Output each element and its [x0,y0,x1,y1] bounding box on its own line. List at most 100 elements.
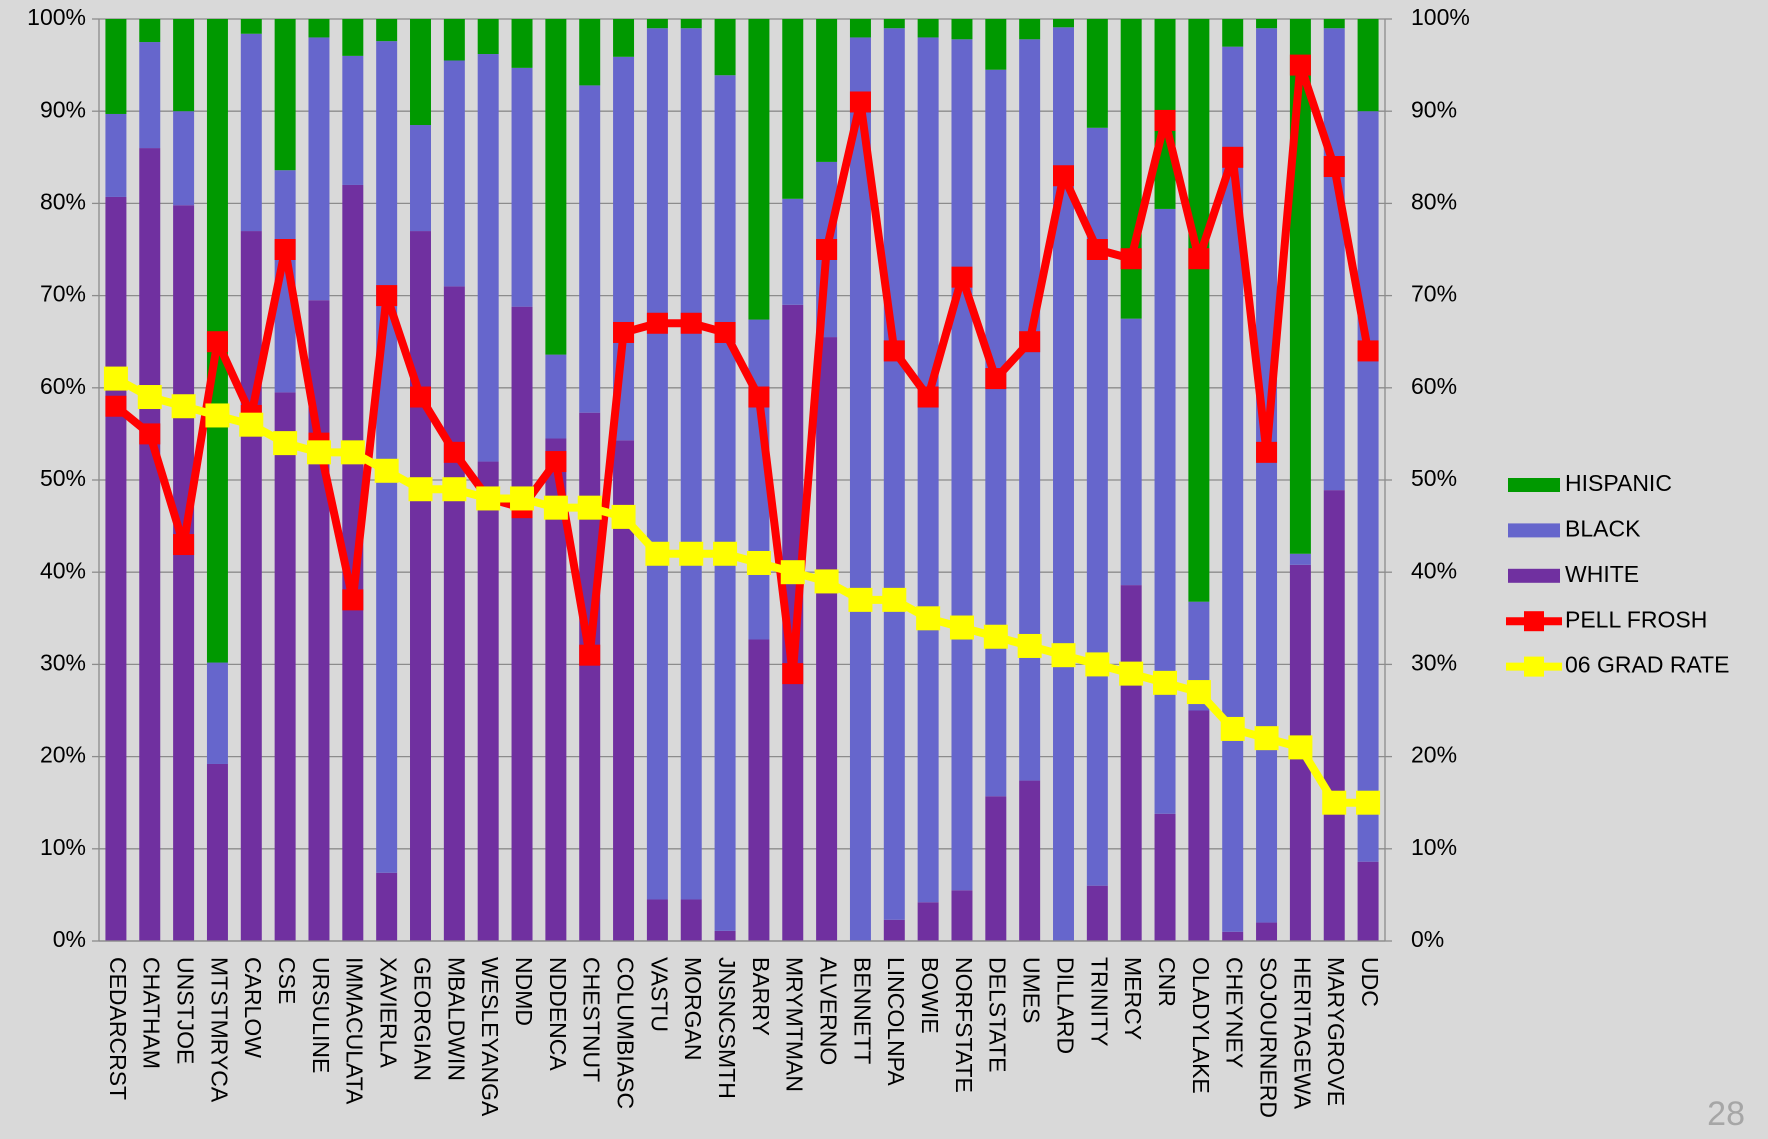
line-marker [1357,340,1379,362]
line-marker [611,504,636,529]
line-marker [273,431,298,456]
line-marker [510,486,535,511]
line-marker [173,534,195,556]
x-tick-label: IMMACULATA [342,957,368,1105]
bar-segment [748,19,770,320]
line-marker [1019,331,1041,353]
legend-marker [1524,611,1544,632]
bar-segment [714,75,736,931]
bar-segment [782,198,804,305]
line-series [114,375,1369,807]
line-marker [1186,680,1211,705]
bar-segment [545,19,567,355]
bar-segment [680,899,702,941]
bar-segment [1357,19,1379,112]
y-tick-label: 60% [40,373,86,399]
bar-segment [1154,813,1176,941]
line-marker [782,663,804,685]
y-tick-label: 30% [40,649,86,675]
bar-segment [342,19,364,56]
y2-tick-label: 40% [1411,557,1457,583]
bar-segment [139,19,161,43]
bar-segment [477,461,499,941]
bar-segment [1357,861,1379,941]
line-marker [848,587,873,612]
bar-segment [443,286,465,941]
line-marker [1086,239,1108,260]
x-tick-label: UMES [1019,957,1045,1023]
x-tick-label: UDC [1357,957,1383,1007]
line-marker [1256,441,1278,463]
x-tick-label: GEORGIAN [409,957,435,1081]
y-tick-label: 50% [40,465,86,491]
y-tick-label: 90% [40,96,86,122]
y2-tick-label: 80% [1411,188,1457,214]
bar-segment [511,67,533,307]
bar-segment [1222,19,1244,47]
page-number: 28 [1707,1095,1745,1133]
line-marker [137,385,162,410]
line-marker [1222,146,1244,168]
y-tick-label: 40% [40,557,86,583]
y2-tick-label: 10% [1411,834,1457,860]
bar-segment [511,19,533,68]
bar-segment [1256,28,1278,923]
x-tick-label: MORGAN [680,957,706,1061]
bar-segment [951,39,973,891]
line-marker [748,386,770,408]
bar-segment [105,19,127,114]
line-marker [646,312,668,334]
x-tick-label: VASTU [646,957,672,1032]
bar-segment [443,19,465,61]
bar-segment [579,85,601,413]
bar-segment [376,41,398,873]
x-tick-label: MBALDWIN [443,957,469,1081]
bar-segment [613,440,635,941]
legend-swatch [1508,523,1560,538]
line-marker [410,386,431,408]
line-marker [1017,633,1042,658]
legend-label: 06 GRAD RATE [1565,652,1729,678]
bar-segment [646,28,668,900]
bar-segment [376,19,398,42]
bar-segment [1086,19,1108,128]
bar-segment [917,37,939,903]
bar-segment [105,196,127,942]
line-marker [713,541,738,566]
line-marker [780,560,805,585]
line-marker [883,340,905,362]
line-marker [274,239,296,260]
line-series [113,61,1373,678]
bar-segment [782,304,804,941]
line-marker [205,403,230,428]
bar-segment [613,19,635,57]
x-tick-label: COLUMBIASC [612,957,638,1109]
bar-segment [173,205,195,941]
line-marker [543,495,568,520]
bar-segment [410,231,431,941]
x-tick-label: CSE [274,957,300,1004]
line-marker [545,451,567,473]
bar-segment [206,662,228,764]
y2-tick-label: 90% [1411,96,1457,122]
bar-segment [1053,19,1074,28]
x-tick-label: ALVERNO [816,957,842,1065]
line-marker [645,541,670,566]
bar-segment [1357,111,1379,862]
x-tick-label: TRINITY [1086,957,1112,1046]
bar-segment [816,19,838,162]
y-tick-label: 100% [27,4,86,30]
bar-segment [1188,710,1210,941]
line-marker [1220,716,1245,741]
bar-segment [274,19,296,171]
x-tick-label: CEDARCRST [105,957,131,1100]
line-marker [1051,643,1076,668]
x-tick-label: MARYGROVE [1323,957,1349,1106]
line-marker [577,495,602,520]
y2-tick-label: 20% [1411,742,1457,768]
bar-segment [545,438,567,941]
line-marker [342,589,364,611]
bar-segment [105,113,127,197]
x-tick-label: CARLOW [240,957,266,1058]
line-marker [1153,670,1178,695]
